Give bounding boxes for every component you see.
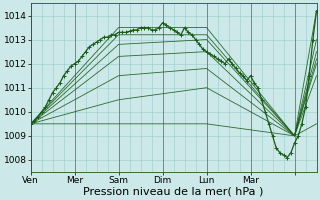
X-axis label: Pression niveau de la mer( hPa ): Pression niveau de la mer( hPa ) <box>84 187 264 197</box>
